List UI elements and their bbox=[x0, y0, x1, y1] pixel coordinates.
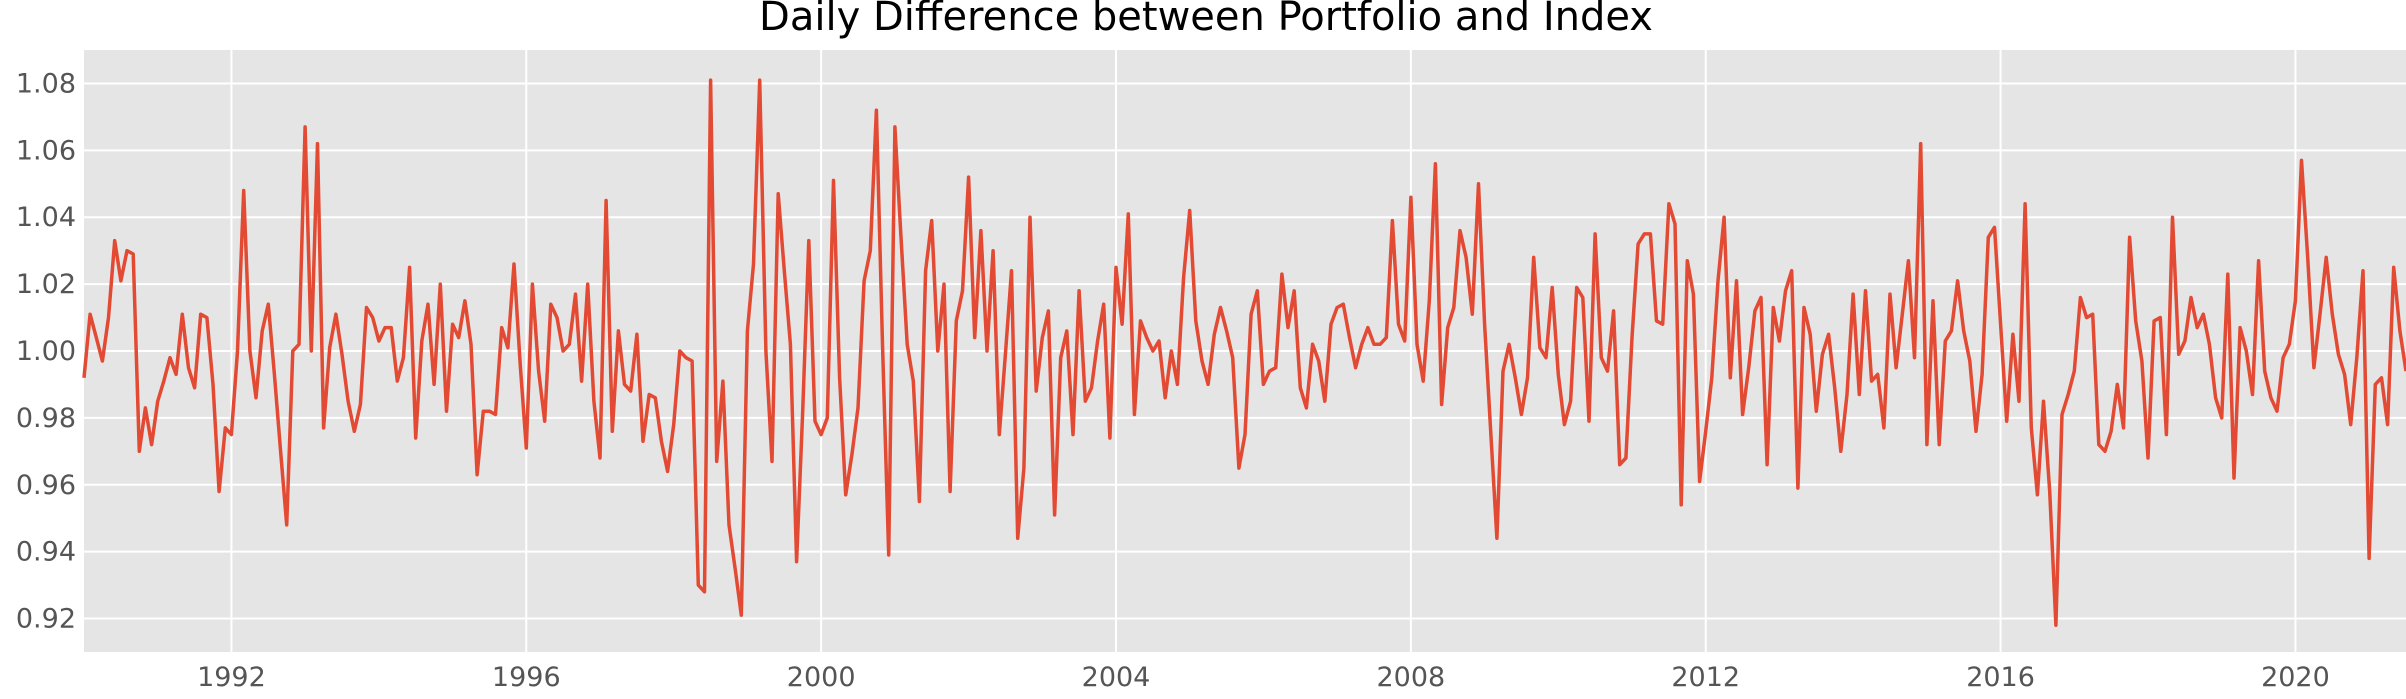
y-tick-label: 0.98 bbox=[16, 403, 76, 434]
y-tick-label: 1.00 bbox=[16, 336, 76, 367]
series-line bbox=[82, 78, 2406, 627]
y-tick-label: 1.08 bbox=[16, 68, 76, 99]
x-tick-label: 2016 bbox=[1966, 662, 2035, 693]
y-tick-label: 1.06 bbox=[16, 135, 76, 166]
chart-title: Daily Difference between Portfolio and I… bbox=[759, 0, 1653, 40]
y-tick-label: 0.96 bbox=[16, 470, 76, 501]
tick-labels: 0.92 0.94 0.96 0.98 1.00 1.02 1.04 1.06 1.08 1992… bbox=[16, 68, 2330, 693]
y-tick-label: 1.04 bbox=[16, 202, 76, 233]
x-tick-label: 2000 bbox=[787, 662, 856, 693]
y-tick-label: 0.94 bbox=[16, 537, 76, 568]
x-tick-label: 2008 bbox=[1376, 662, 1445, 693]
x-tick-label: 2020 bbox=[2261, 662, 2330, 693]
series-layer bbox=[82, 78, 2406, 627]
x-tick-label: 1996 bbox=[492, 662, 561, 693]
y-tick-label: 0.92 bbox=[16, 604, 76, 635]
x-tick-label: 2012 bbox=[1671, 662, 1740, 693]
x-tick-label: 1992 bbox=[197, 662, 266, 693]
x-tick-label: 2004 bbox=[1082, 662, 1151, 693]
y-tick-label: 1.02 bbox=[16, 269, 76, 300]
